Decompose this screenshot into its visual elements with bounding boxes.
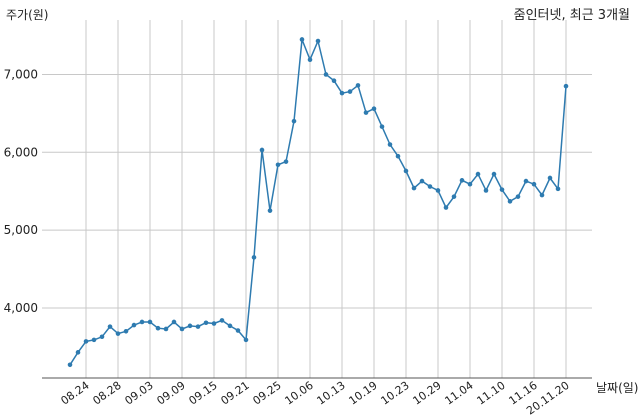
price-point	[123, 329, 129, 334]
y-tick-label: 4,000	[4, 301, 38, 315]
price-point	[251, 255, 257, 260]
x-axis-label: 날짜(일)	[596, 381, 639, 395]
x-tick-label: 11.10	[474, 379, 507, 408]
price-point	[259, 147, 265, 153]
price-point	[83, 339, 89, 344]
price-point	[435, 188, 441, 193]
x-tick-label: 10.23	[378, 379, 411, 408]
price-point	[459, 178, 465, 183]
x-tick-label: 09.09	[154, 379, 187, 408]
price-point	[219, 318, 225, 323]
price-point	[155, 325, 161, 331]
price-point	[475, 171, 481, 177]
x-tick-label: 08.28	[90, 379, 123, 408]
price-point	[347, 89, 353, 94]
price-point	[395, 153, 401, 159]
x-tick-label: 10.06	[282, 379, 315, 408]
price-point	[411, 185, 417, 191]
price-point	[547, 175, 553, 181]
price-point	[283, 159, 289, 164]
price-point	[291, 118, 297, 124]
price-point	[331, 78, 337, 84]
price-point	[339, 90, 345, 96]
price-point	[379, 124, 385, 129]
price-point	[371, 106, 377, 112]
price-point	[67, 362, 73, 368]
price-point	[275, 162, 281, 168]
price-point	[203, 320, 209, 326]
price-point	[467, 181, 473, 187]
price-line	[69, 38, 567, 366]
price-point	[443, 205, 449, 210]
price-point	[139, 319, 145, 325]
price-point	[211, 321, 217, 326]
price-point	[403, 168, 409, 174]
price-point	[515, 194, 521, 199]
price-point	[235, 328, 241, 333]
y-tick-label: 7,000	[4, 67, 38, 81]
price-point	[531, 181, 537, 187]
x-tick-label: 08.24	[58, 379, 91, 408]
price-point	[491, 171, 497, 177]
price-point	[323, 72, 329, 77]
price-point	[427, 184, 433, 189]
price-point	[99, 334, 105, 340]
price-point	[307, 57, 313, 62]
price-point	[195, 324, 201, 329]
price-point	[243, 337, 249, 343]
price-point	[523, 178, 529, 184]
x-tick-label: 10.13	[314, 379, 347, 408]
price-point	[355, 83, 361, 88]
y-tick-label: 6,000	[4, 145, 38, 159]
y-tick-label: 5,000	[4, 223, 38, 237]
price-point	[107, 324, 113, 329]
price-point	[187, 323, 193, 329]
x-tick-label: 09.03	[122, 379, 155, 408]
price-point	[179, 326, 185, 332]
price-point	[483, 188, 489, 193]
price-point	[387, 142, 393, 147]
x-tick-label: 09.15	[186, 379, 219, 408]
price-point	[299, 37, 305, 42]
price-point	[147, 319, 153, 325]
price-point	[163, 326, 169, 332]
price-point	[419, 178, 425, 184]
price-point	[131, 322, 137, 328]
x-tick-label: 09.21	[218, 379, 251, 408]
x-tick-label: 11.04	[442, 379, 475, 408]
price-point	[451, 194, 457, 199]
price-point	[539, 192, 545, 198]
price-point	[115, 331, 121, 336]
price-point	[507, 199, 513, 204]
price-point	[563, 83, 569, 89]
price-point	[91, 337, 97, 343]
price-point	[499, 187, 505, 192]
price-point	[75, 350, 81, 355]
y-axis-label: 주가(원)	[6, 8, 49, 22]
price-point	[363, 110, 369, 115]
x-tick-label: 10.29	[410, 379, 443, 408]
price-point	[267, 208, 273, 213]
price-point	[555, 186, 561, 192]
chart-title: 줌인터넷, 최근 3개월	[513, 8, 630, 23]
price-point	[315, 38, 321, 44]
x-tick-label: 09.25	[250, 379, 283, 408]
price-point	[171, 319, 177, 325]
x-tick-label: 10.19	[346, 379, 379, 408]
price-point	[227, 323, 233, 329]
